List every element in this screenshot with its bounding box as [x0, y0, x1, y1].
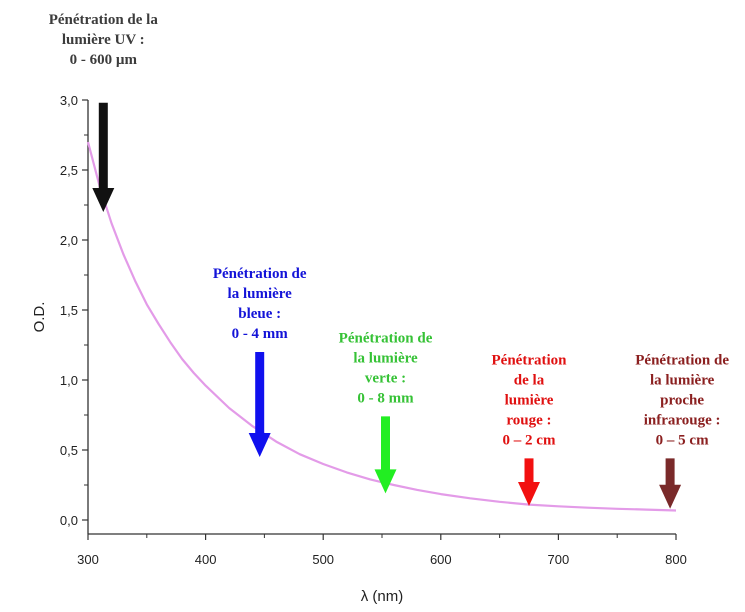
annotation-arrow-2	[248, 352, 271, 457]
annotation-text-line: la lumière	[228, 286, 293, 302]
annotation-arrow-5	[659, 458, 682, 509]
annotation-text-line: verte :	[365, 370, 406, 386]
annotation-text-line: proche	[660, 392, 704, 408]
annotation-arrow-4	[518, 458, 540, 506]
y-tick-label: 0,5	[60, 443, 78, 458]
y-tick-label: 3,0	[60, 93, 78, 108]
series-line	[86, 141, 677, 512]
plot-area	[86, 141, 677, 512]
annotation-text-line: Pénétration de	[635, 352, 729, 368]
x-tick-label: 300	[77, 552, 99, 567]
y-tick-label: 0,0	[60, 513, 78, 528]
x-tick-label: 500	[312, 552, 334, 567]
y-tick-label: 1,5	[60, 303, 78, 318]
annotation-text-line: 0 - 8 mm	[357, 390, 414, 406]
annotation-text-line: 0 - 4 mm	[232, 326, 289, 342]
y-tick-label: 2,5	[60, 163, 78, 178]
annotation-text-line: 0 – 2 cm	[503, 432, 556, 448]
x-axis-title: λ (nm)	[361, 588, 404, 605]
annotation-text-line: rouge :	[506, 412, 551, 428]
annotation-text-line: Pénétration de	[339, 330, 433, 346]
annotation-text-line: 0 – 5 cm	[656, 432, 709, 448]
annotation-text-line: 0 - 600 µm	[70, 52, 138, 68]
annotation-arrow-3	[374, 416, 397, 494]
annotation-text-line: Pénétration de	[213, 266, 307, 282]
y-tick-label: 2,0	[60, 233, 78, 248]
annotation-text-line: la lumière	[353, 350, 418, 366]
y-axis-title: O.D.	[31, 302, 48, 333]
axes: 300 400 500 600 700 800 0,0 0,5 1,0 1,5 2,0 2,5 3,0 λ…	[31, 93, 687, 605]
annotations: Pénétration de la lumière UV : 0 - 600 µm P…	[49, 12, 729, 509]
annotation-text-line: de la	[514, 372, 545, 388]
annotation-text-line: Pénétration	[492, 352, 568, 368]
x-tick-label: 800	[665, 552, 687, 567]
x-tick-label: 700	[548, 552, 570, 567]
annotation-text-line: Pénétration de la	[49, 12, 159, 28]
x-tick-label: 400	[195, 552, 217, 567]
annotation-text-line: la lumière	[650, 372, 715, 388]
annotation-arrow-1	[92, 102, 115, 212]
x-tick-label: 600	[430, 552, 452, 567]
annotation-text-line: infrarouge :	[644, 412, 721, 428]
annotation-text-line: bleue :	[238, 306, 281, 322]
annotation-text-line: lumière UV :	[62, 32, 145, 48]
y-tick-label: 1,0	[60, 373, 78, 388]
annotation-text-line: lumière	[505, 392, 554, 408]
